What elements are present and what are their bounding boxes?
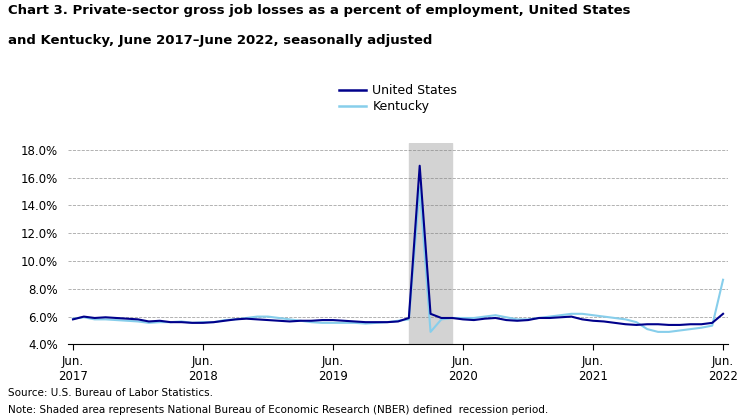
Text: Note: Shaded area represents National Bureau of Economic Research (NBER) defined: Note: Shaded area represents National Bu… [8, 405, 547, 415]
Text: Source: U.S. Bureau of Labor Statistics.: Source: U.S. Bureau of Labor Statistics. [8, 388, 213, 399]
Legend: United States, Kentucky: United States, Kentucky [336, 82, 460, 116]
Text: Chart 3. Private-sector gross job losses as a percent of employment, United Stat: Chart 3. Private-sector gross job losses… [8, 4, 630, 17]
Text: and Kentucky, June 2017–June 2022, seasonally adjusted: and Kentucky, June 2017–June 2022, seaso… [8, 34, 432, 47]
Bar [409, 143, 452, 344]
